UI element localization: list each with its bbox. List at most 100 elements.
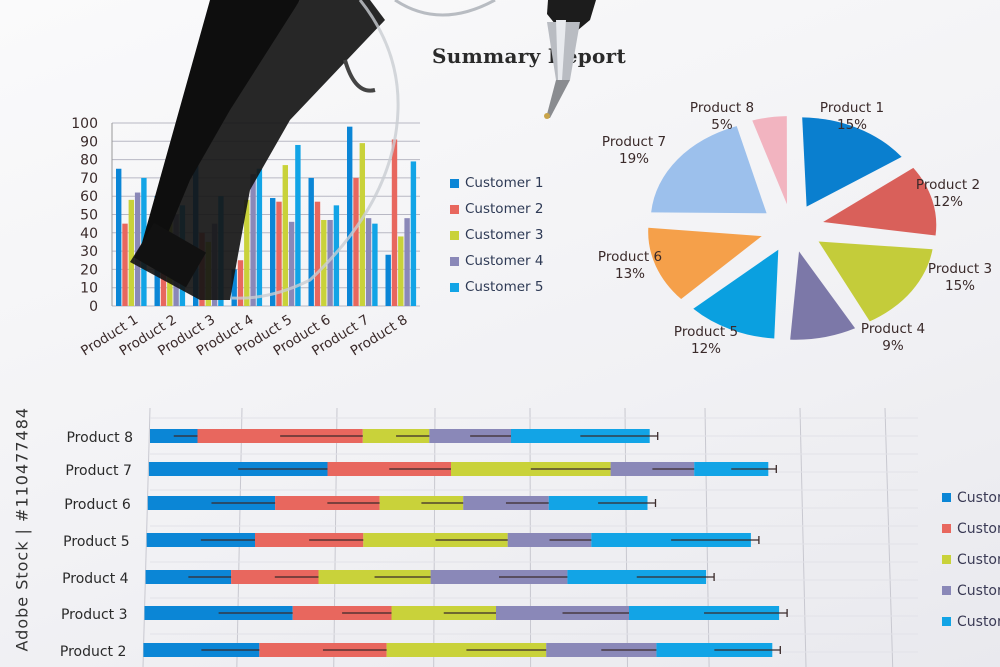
bar-product-1-customer-4 xyxy=(134,192,141,306)
bar-product-6-customer-5 xyxy=(333,205,340,306)
pie-percent: 12% xyxy=(691,341,721,357)
legend-swatch xyxy=(450,204,459,214)
legend-label: Customer 1 xyxy=(957,489,1000,506)
pie-slice-product-3 xyxy=(818,241,933,322)
row-label: Product 4 xyxy=(62,571,129,587)
y-tick-label: 50 xyxy=(80,208,98,224)
y-tick-label: 60 xyxy=(80,189,98,205)
pie-slice-product-8 xyxy=(752,116,787,205)
bar-product-7-customer-4 xyxy=(365,218,372,306)
legend-swatch xyxy=(450,230,459,240)
legend-swatch xyxy=(450,178,459,188)
bar-chart-legend: Customer 1 Customer 2 Customer 3 Customer 4… xyxy=(450,170,543,300)
legend-label: Customer 2 xyxy=(957,520,1000,537)
legend-label: Customer 4 xyxy=(957,582,1000,599)
legend-item: Customer 2 xyxy=(942,513,1000,544)
y-tick-label: 100 xyxy=(71,116,98,132)
row-label: Product 8 xyxy=(66,430,133,446)
bar-product-6-customer-3 xyxy=(321,219,327,306)
bar-product-7-customer-1 xyxy=(347,126,353,306)
y-tick-label: 0 xyxy=(89,299,98,315)
legend-swatch xyxy=(450,282,459,292)
bar-product-4-customer-4 xyxy=(250,174,256,306)
pie-slice-product-1 xyxy=(802,117,902,207)
legend-swatch xyxy=(942,524,951,533)
pie-percent: 15% xyxy=(945,278,975,294)
pie-label: Product 2 xyxy=(916,177,980,193)
legend-swatch xyxy=(942,617,951,626)
row-label: Product 6 xyxy=(64,497,131,513)
bar-product-4-customer-1 xyxy=(231,269,237,306)
legend-swatch xyxy=(942,493,951,502)
legend-label: Customer 5 xyxy=(465,279,544,295)
pie-percent: 15% xyxy=(837,117,867,133)
bar-product-6-customer-1 xyxy=(308,177,314,306)
legend-swatch xyxy=(942,555,951,564)
pie-label: Product 1 xyxy=(820,100,884,116)
y-tick-label: 40 xyxy=(80,226,98,242)
report-title: Summary Report xyxy=(432,44,627,68)
bar-product-4-customer-2 xyxy=(237,260,244,306)
bar-product-4-customer-3 xyxy=(244,199,250,306)
bar-product-1-customer-2 xyxy=(122,223,128,306)
y-tick-label: 80 xyxy=(80,153,98,169)
bar-product-8-customer-4 xyxy=(404,218,410,306)
pie-slice-product-4 xyxy=(790,251,856,340)
bar-product-6-customer-4 xyxy=(327,219,333,306)
legend-label: Customer 1 xyxy=(465,175,544,191)
legend-item: Customer 1 xyxy=(942,482,1000,513)
legend-item: Customer 5 xyxy=(942,606,1000,637)
row-label: Product 7 xyxy=(65,463,132,479)
bar-product-8-customer-2 xyxy=(391,139,398,306)
pie-slice-product-5 xyxy=(693,249,779,339)
bar-product-5-customer-3 xyxy=(282,165,288,306)
row-label: Product 5 xyxy=(63,534,130,550)
glasses-icon xyxy=(130,0,496,300)
pie-slice-product-7 xyxy=(651,126,767,214)
legend-swatch xyxy=(942,586,951,595)
pie-percent: 5% xyxy=(711,117,733,133)
legend-item: Customer 1 xyxy=(450,170,543,196)
pie-label: Product 5 xyxy=(674,324,738,340)
bar-product-7-customer-5 xyxy=(372,223,378,306)
stacked-segment-product-7-customer-4 xyxy=(610,462,695,476)
y-tick-label: 70 xyxy=(80,171,98,187)
pie-label: Product 3 xyxy=(928,261,992,277)
bar-product-8-customer-1 xyxy=(385,254,391,306)
bar-product-5-customer-5 xyxy=(295,144,301,306)
bar-product-5-customer-4 xyxy=(288,221,295,306)
pie-percent: 12% xyxy=(933,194,963,210)
pie-percent: 13% xyxy=(615,266,645,282)
bar-product-4-customer-5 xyxy=(256,168,263,306)
pie-label: Product 6 xyxy=(598,249,662,265)
row-label: Product 3 xyxy=(61,607,128,623)
legend-label: Customer 4 xyxy=(465,253,544,269)
pie-percent: 19% xyxy=(619,151,649,167)
legend-label: Customer 3 xyxy=(957,551,1000,568)
y-tick-label: 90 xyxy=(80,134,98,150)
pen-icon xyxy=(544,0,596,119)
legend-swatch xyxy=(450,256,459,266)
legend-item: Customer 5 xyxy=(450,274,543,300)
legend-label: Customer 5 xyxy=(957,613,1000,630)
pie-label: Product 8 xyxy=(690,100,754,116)
bar-product-7-customer-2 xyxy=(353,177,359,306)
bar-product-1-customer-3 xyxy=(128,199,134,306)
bar-product-5-customer-2 xyxy=(276,201,282,306)
gridline xyxy=(142,407,151,667)
y-tick-label: 30 xyxy=(80,244,98,260)
pie-label: Product 7 xyxy=(602,134,666,150)
y-tick-label: 10 xyxy=(80,281,98,297)
pie-slice-product-2 xyxy=(823,167,937,236)
bar-product-6-customer-2 xyxy=(314,201,321,306)
pie-slice-product-6 xyxy=(648,227,762,300)
legend-item: Customer 3 xyxy=(450,222,543,248)
legend-item: Customer 4 xyxy=(450,248,543,274)
legend-item: Customer 2 xyxy=(450,196,543,222)
bar-product-7-customer-3 xyxy=(359,143,365,306)
legend-item: Customer 4 xyxy=(942,575,1000,606)
gridline xyxy=(884,407,894,667)
stacked-chart-legend: Customer 1 Customer 2 Customer 3 Customer 4… xyxy=(942,482,1000,637)
